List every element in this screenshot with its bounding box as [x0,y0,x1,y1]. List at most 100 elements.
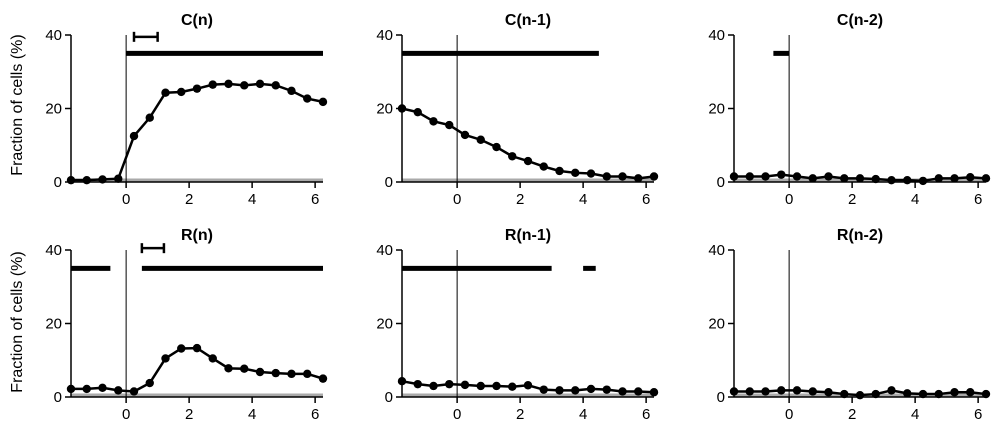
x-tick-label: 4 [579,191,587,208]
x-tick-label: 4 [911,191,919,208]
data-point [460,380,470,390]
x-tick-label: 6 [642,191,650,208]
data-point [761,172,770,181]
data-point [177,344,186,353]
data-point [981,174,991,183]
y-tick-label: 40 [708,242,725,259]
data-point [240,81,249,90]
x-tick-label: 6 [311,191,319,208]
x-tick-label: 2 [848,191,856,208]
data-point [808,174,817,183]
data-point [318,374,328,383]
y-tick-label: 0 [54,174,62,191]
data-point [161,354,170,363]
y-tick-label: 0 [385,174,393,191]
data-point [145,113,154,122]
data-point [271,368,280,378]
series-line [71,346,324,393]
y-tick-label: 0 [717,389,725,406]
x-tick-label: 4 [248,191,256,208]
data-point [871,389,880,399]
data-point [745,387,754,396]
data-point [303,94,312,103]
y-tick-label: 20 [376,316,393,333]
data-point [145,378,154,388]
data-point [571,168,580,178]
data-point [918,176,928,186]
data-point [66,175,76,185]
data-point [476,135,485,144]
data-point [98,175,107,184]
data-point [729,172,739,181]
data-point [240,364,249,373]
panel-rn-2: R(n-2) 0 20 40 0 2 4 6 [708,227,991,423]
x-tick-label: 2 [848,406,856,423]
data-point [287,369,296,379]
x-tick-label: 0 [785,406,793,423]
data-point [82,175,91,185]
data-point [855,390,865,400]
data-point [729,387,739,396]
data-point [761,387,770,396]
data-point [777,170,786,179]
data-point [192,84,202,93]
data-point [586,169,596,178]
x-tick-label: 0 [785,191,793,208]
data-point [114,386,123,395]
data-point [114,174,123,183]
data-point [303,369,312,379]
scale-bar [132,31,159,42]
data-point [903,175,912,185]
data-point [934,174,943,183]
data-point [887,175,896,185]
y-tick-label: 20 [708,316,725,333]
y-tick-label: 20 [45,101,62,118]
y-tick-label: 40 [376,242,393,259]
panel-title: C(n-2) [837,12,883,29]
data-point [397,104,407,113]
panel-rn: R(n) 0 20 40 0 2 4 6 [45,227,328,423]
data-point [934,389,943,399]
data-point [129,131,139,141]
data-point [445,120,454,130]
data-point [177,87,186,97]
data-point [508,152,517,161]
data-point [508,382,517,391]
data-point [397,376,407,386]
x-tick-label: 6 [311,406,319,423]
data-point [523,381,533,390]
data-point [255,367,265,377]
data-point [66,384,76,394]
data-point [903,389,912,398]
data-point [602,385,611,394]
data-point [840,174,849,183]
data-point [792,386,802,395]
data-point [476,381,485,391]
data-point [950,174,959,183]
x-tick-label: 2 [516,406,524,423]
data-point [208,354,217,363]
x-tick-label: 4 [911,406,919,423]
data-point [224,364,233,373]
x-tick-label: 2 [185,191,193,208]
data-point [318,97,328,107]
y-tick-label: 0 [717,174,725,191]
series-line [401,107,655,180]
data-point [618,387,627,396]
x-tick-label: 6 [642,406,650,423]
data-point [602,172,611,181]
data-point [777,386,786,395]
data-point [287,86,296,96]
panel-title: R(n-1) [505,227,551,244]
data-point [618,172,627,181]
data-point [855,174,865,183]
data-point [586,384,596,394]
x-tick-label: 0 [453,191,461,208]
panel-title: R(n) [181,227,213,244]
data-point [966,173,975,182]
data-point [460,130,470,140]
data-point [950,388,959,397]
data-point [840,389,849,399]
data-point [824,388,833,397]
data-point [129,387,139,396]
